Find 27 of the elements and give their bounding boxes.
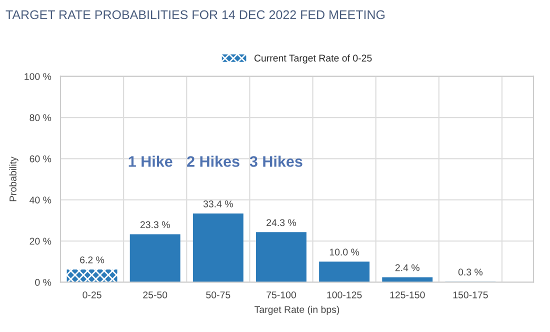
y-tick-label: 60 %	[30, 155, 52, 162]
annotation: 1 Hike	[128, 156, 172, 167]
data-label: 10.0 %	[330, 248, 360, 256]
x-tick-label: 150-175	[453, 291, 488, 298]
y-tick-label: 100 %	[24, 73, 52, 80]
x-axis-title: Target Rate (in bps)	[254, 306, 340, 315]
data-label: 23.3 %	[140, 221, 170, 228]
x-tick-label: 125-150	[390, 291, 425, 298]
annotation: 3 Hikes	[250, 156, 302, 167]
x-tick-label: 25-50	[143, 291, 168, 298]
data-label: 24.3 %	[266, 219, 296, 226]
x-tick-label: 0-25	[82, 291, 102, 298]
y-tick-label: 80 %	[30, 114, 52, 122]
data-label: 6.2 %	[80, 256, 104, 264]
data-label: 33.4 %	[203, 200, 233, 208]
data-label: 2.4 %	[395, 264, 420, 272]
x-tick-label: 75-100	[266, 291, 296, 298]
y-axis-title: Probability	[9, 156, 18, 202]
y-tick-label: 20 %	[30, 238, 52, 245]
x-tick-label: 50-75	[206, 291, 230, 298]
legend-label: Current Target Rate of 0-25	[254, 54, 372, 64]
x-tick-label: 100-125	[327, 291, 362, 298]
chart-title: TARGET RATE PROBABILITIES FOR 14 DEC 2022 FED MEETING	[6, 10, 385, 20]
annotation: 2 Hikes	[187, 156, 240, 167]
y-tick-label: 40 %	[30, 196, 52, 204]
data-label: 0.3 %	[458, 268, 483, 276]
y-tick-label: 0 %	[35, 278, 52, 286]
